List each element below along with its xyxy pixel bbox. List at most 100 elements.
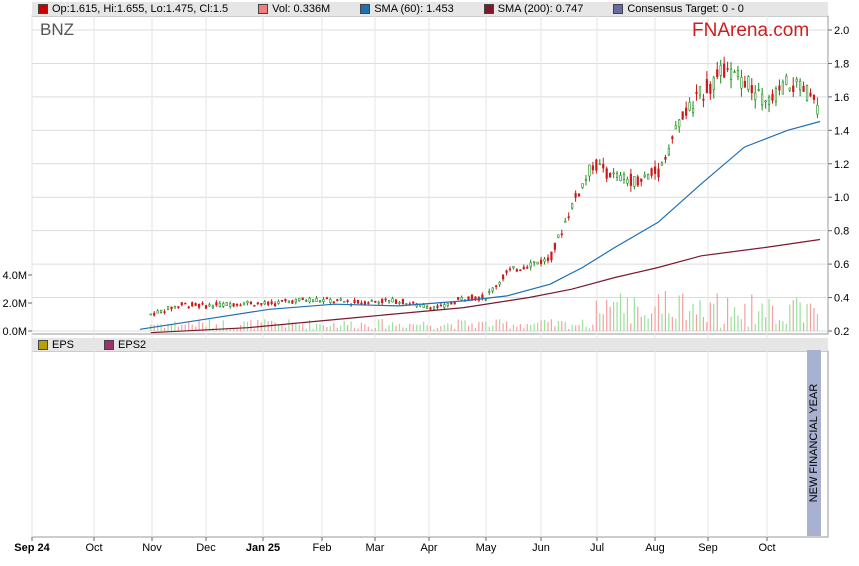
volume-bar	[350, 321, 352, 331]
volume-bar	[644, 315, 646, 331]
volume-bar	[720, 327, 722, 331]
volume-bar	[461, 320, 463, 331]
volume-bar	[754, 323, 756, 331]
date-tick-label: Jan 25	[246, 542, 280, 554]
volume-bar	[737, 315, 739, 331]
candle-body	[584, 178, 588, 181]
candle-body	[515, 269, 518, 272]
volume-bar	[419, 324, 421, 331]
candle-body	[170, 306, 173, 310]
candle-body	[394, 299, 398, 304]
legend-label: SMA (200): 0.747	[497, 3, 584, 15]
volume-bar	[198, 320, 200, 331]
candle-body	[301, 297, 304, 300]
volume-bar	[450, 324, 452, 331]
candle-body	[664, 156, 667, 160]
legend-swatch	[38, 4, 48, 14]
candle-body	[329, 299, 332, 303]
candle-body	[177, 306, 180, 308]
legend-consensus: Consensus Target: 0 - 0	[613, 3, 744, 15]
volume-bar	[385, 328, 387, 331]
candle-body	[166, 306, 170, 310]
candle-body	[222, 303, 225, 307]
volume-bar	[764, 317, 767, 331]
candle-body	[619, 175, 622, 181]
candle-body	[149, 313, 152, 316]
candle-body	[208, 304, 211, 307]
candle-body	[716, 69, 719, 78]
volume-bar	[464, 320, 466, 331]
volume-bar	[167, 323, 169, 331]
volume-bar	[281, 324, 283, 331]
price-tick-label: 0.4	[834, 293, 849, 305]
volume-bar	[170, 324, 173, 331]
candle-body	[387, 299, 391, 303]
volume-bar	[291, 322, 293, 331]
volume-bar	[651, 313, 653, 331]
candle-body	[805, 85, 809, 101]
volume-bar	[429, 325, 432, 331]
candle-body	[242, 302, 246, 306]
volume-bar	[647, 318, 649, 331]
candle-body	[685, 107, 688, 116]
candle-body	[153, 312, 156, 316]
candle-body	[187, 306, 190, 309]
volume-bar	[633, 297, 635, 331]
volume-bar	[512, 324, 515, 331]
candle-body	[377, 301, 380, 304]
volume-bar	[405, 327, 407, 331]
candle-body	[284, 298, 287, 302]
volume-bar	[575, 325, 577, 331]
candle-body	[294, 298, 297, 303]
candle-body	[270, 301, 273, 304]
volume-bar	[226, 328, 228, 331]
candle-body	[215, 302, 218, 306]
volume-bar	[257, 319, 259, 331]
date-tick-label: Jun	[532, 542, 550, 554]
volume-bar	[613, 301, 615, 331]
legend-label: EPS	[52, 338, 75, 351]
volume-bar	[184, 324, 186, 331]
price-tick-label: 1.6	[834, 92, 849, 104]
candle-body	[197, 303, 201, 308]
volume-bar	[602, 314, 604, 331]
volume-bar	[436, 328, 439, 331]
volume-bar	[592, 324, 594, 331]
volume-bar	[288, 319, 290, 331]
volume-bar	[471, 323, 473, 331]
volume-bar	[526, 323, 528, 331]
volume-axis: 0.0M 2.0M 4.0M	[3, 270, 32, 338]
volume-bar	[412, 324, 414, 331]
volume-bar	[478, 322, 480, 331]
candle-body	[564, 220, 567, 223]
date-tick-label: Oct	[85, 542, 102, 554]
candle-body	[381, 298, 384, 304]
candle-body	[180, 302, 183, 306]
volume-bar	[543, 319, 546, 331]
volume-bar	[499, 319, 501, 331]
volume-bar	[153, 324, 155, 331]
legend-sma200: SMA (200): 0.747	[483, 3, 584, 15]
candle-body	[204, 305, 208, 309]
candle-body	[785, 75, 788, 85]
candle-body	[774, 87, 778, 103]
volume-bar	[550, 319, 553, 331]
legend-label: SMA (60): 1.453	[374, 3, 454, 15]
volume-bar	[806, 303, 808, 331]
volume-tick-label: 4.0M	[3, 270, 27, 282]
candle-body	[543, 258, 546, 262]
volume-bar	[163, 327, 166, 331]
candle-body	[747, 76, 750, 90]
candle-body	[764, 100, 767, 103]
candle-body	[757, 89, 760, 91]
candle-body	[761, 93, 764, 106]
volume-bar	[568, 328, 570, 331]
candle-body	[484, 298, 487, 301]
volume-bar	[284, 327, 287, 331]
candle-body	[771, 93, 774, 101]
candle-body	[391, 298, 394, 303]
candle-body	[453, 302, 456, 305]
candle-body	[374, 300, 377, 303]
legend-swatch	[613, 4, 624, 14]
candle-body	[439, 304, 442, 307]
